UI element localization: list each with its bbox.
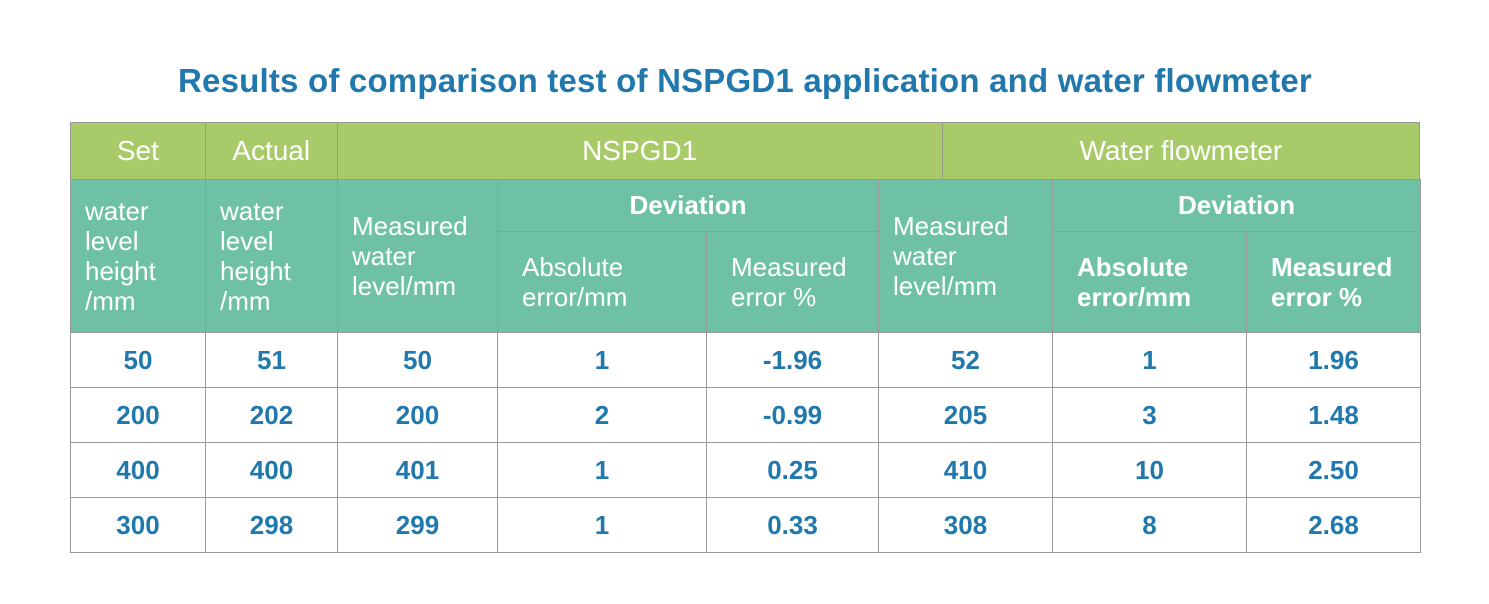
header-flowmeter-measured-level: Measured water level/mm [878,179,1053,333]
cell-flowmeter-meas-error: 1.96 [1246,332,1421,388]
cell-nspgd1-abs-error: 2 [497,387,707,443]
cell-nspgd1-meas-error: 0.25 [706,442,879,498]
cell-nspgd1-abs-error: 1 [497,442,707,498]
column-header-row-2: Absolute error/mm Measured error % Absol… [71,231,1421,333]
cell-actual: 202 [205,387,338,443]
header-flowmeter-measured-error: Measured error % [1246,231,1421,333]
cell-flowmeter-measured: 410 [878,442,1053,498]
cell-nspgd1-measured: 401 [337,442,498,498]
header-flowmeter-absolute-error: Absolute error/mm [1052,231,1247,333]
cell-nspgd1-abs-error: 1 [497,497,707,553]
results-table: water level height /mm water level heigh… [70,179,1421,553]
cell-flowmeter-measured: 205 [878,387,1053,443]
cell-nspgd1-measured: 50 [337,332,498,388]
cell-flowmeter-abs-error: 8 [1052,497,1247,553]
group-header-actual: Actual [206,123,338,179]
cell-flowmeter-meas-error: 1.48 [1246,387,1421,443]
group-header-set: Set [71,123,206,179]
header-nspgd1-measured-level: Measured water level/mm [337,179,498,333]
cell-nspgd1-measured: 299 [337,497,498,553]
group-header-row: Set Actual NSPGD1 Water flowmeter [70,122,1420,179]
table-row: 400 400 401 1 0.25 410 10 2.50 [70,442,1421,498]
cell-actual: 400 [205,442,338,498]
cell-nspgd1-meas-error: -1.96 [706,332,879,388]
cell-nspgd1-meas-error: 0.33 [706,497,879,553]
cell-nspgd1-measured: 200 [337,387,498,443]
cell-actual: 298 [205,497,338,553]
cell-flowmeter-measured: 52 [878,332,1053,388]
cell-nspgd1-abs-error: 1 [497,332,707,388]
cell-set: 300 [70,497,206,553]
cell-set: 400 [70,442,206,498]
header-nspgd1-measured-error: Measured error % [706,231,879,333]
page-title: Results of comparison test of NSPGD1 app… [178,62,1312,99]
header-actual-water-level: water level height /mm [205,179,338,333]
cell-nspgd1-meas-error: -0.99 [706,387,879,443]
cell-flowmeter-meas-error: 2.68 [1246,497,1421,553]
cell-actual: 51 [205,332,338,388]
cell-flowmeter-abs-error: 1 [1052,332,1247,388]
cell-flowmeter-abs-error: 10 [1052,442,1247,498]
cell-set: 200 [70,387,206,443]
cell-flowmeter-meas-error: 2.50 [1246,442,1421,498]
group-header-nspgd1: NSPGD1 [338,123,943,179]
column-header-row-1: water level height /mm water level heigh… [70,179,1421,333]
header-nspgd1-deviation: Deviation [497,179,879,232]
comparison-table: Set Actual NSPGD1 Water flowmeter water … [70,122,1421,553]
header-nspgd1-absolute-error: Absolute error/mm [497,231,707,333]
cell-flowmeter-abs-error: 3 [1052,387,1247,443]
group-header-water-flowmeter: Water flowmeter [1079,135,1283,166]
header-flowmeter-deviation: Deviation [1052,179,1421,232]
header-set-water-level: water level height /mm [70,179,206,333]
table-row: 300 298 299 1 0.33 308 8 2.68 [70,497,1421,553]
table-row: 200 202 200 2 -0.99 205 3 1.48 [70,387,1421,443]
table-row: 50 51 50 1 -1.96 52 1 1.96 [70,332,1421,388]
cell-set: 50 [70,332,206,388]
cell-flowmeter-measured: 308 [878,497,1053,553]
